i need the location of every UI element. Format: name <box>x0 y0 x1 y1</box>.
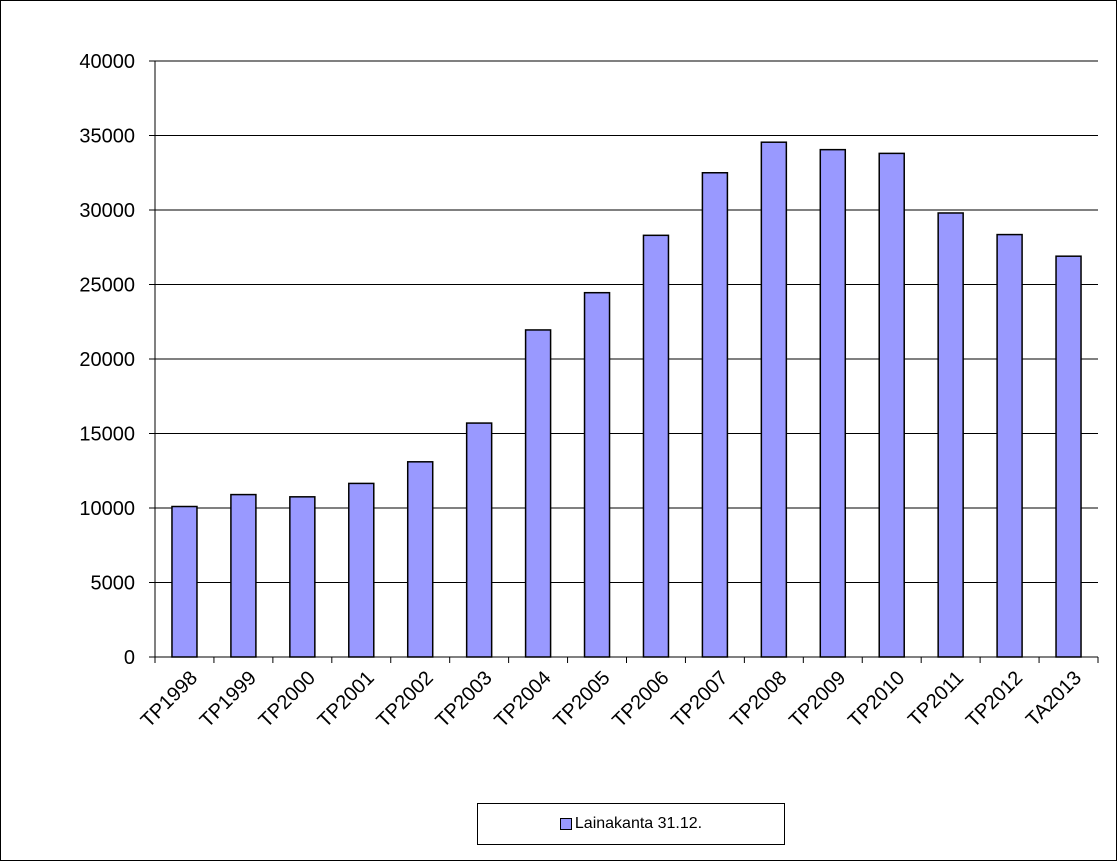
x-tick-label: TP2003 <box>432 667 497 732</box>
bar <box>171 505 198 658</box>
bar <box>465 422 493 658</box>
bar <box>583 291 611 658</box>
y-tick-label: 15000 <box>79 424 135 446</box>
x-tick-label: TP2006 <box>608 667 673 732</box>
x-tick-label: TP2012 <box>962 667 1027 732</box>
bar <box>348 482 375 658</box>
y-tick-label: 20000 <box>79 349 135 371</box>
x-tick-label: TP1999 <box>196 667 261 732</box>
x-tick-label: TP2004 <box>491 667 556 732</box>
y-tick-label: 5000 <box>91 573 136 595</box>
x-tick-label: TP2011 <box>904 667 968 731</box>
x-tick-label: TA2013 <box>1022 667 1086 731</box>
x-tick-label: TP2009 <box>785 667 850 732</box>
x-tick-label: TP2010 <box>844 667 909 732</box>
x-tick-label: TP1998 <box>137 667 202 732</box>
bar <box>760 141 788 658</box>
x-tick-label: TP2005 <box>549 667 614 732</box>
legend: Lainakanta 31.12. <box>477 803 785 845</box>
bar <box>289 496 316 658</box>
x-tick-label: TP2007 <box>667 667 732 732</box>
y-tick-label: 25000 <box>79 275 135 297</box>
x-tick-label: TP2001 <box>314 667 379 732</box>
y-tick-label: 35000 <box>79 126 135 148</box>
bar <box>230 493 257 658</box>
bar <box>819 148 847 658</box>
bar <box>701 172 729 658</box>
bar <box>996 233 1023 658</box>
bar <box>524 329 552 658</box>
x-tick-label: TP2002 <box>373 667 438 732</box>
bar <box>642 234 670 658</box>
y-tick-label: 10000 <box>79 498 135 520</box>
y-tick-label: 0 <box>124 647 135 669</box>
legend-swatch <box>559 818 572 830</box>
legend-label: Lainakanta 31.12. <box>574 815 703 832</box>
x-tick-label: TP2008 <box>726 667 791 732</box>
x-tick-label: TP2000 <box>255 667 320 732</box>
bar <box>406 461 434 658</box>
bar <box>937 212 964 658</box>
y-tick-label: 40000 <box>79 51 135 73</box>
bar <box>1055 255 1082 658</box>
y-tick-label: 30000 <box>79 200 135 222</box>
bar <box>878 152 905 658</box>
